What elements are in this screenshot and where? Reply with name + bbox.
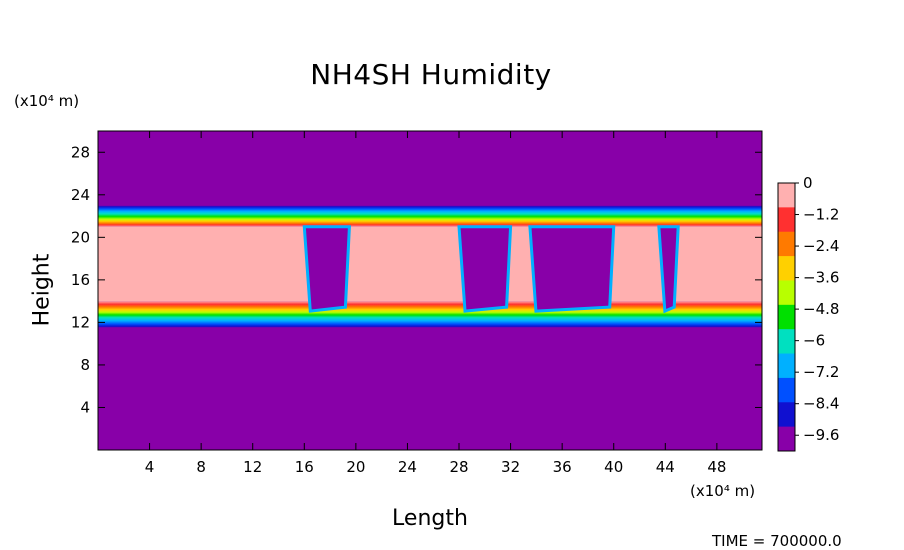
colorbar-segment-8: [778, 377, 795, 403]
colorbar-segment-2: [778, 231, 795, 257]
colorbar-segment-1: [778, 207, 795, 233]
x-tick-label-10: 44: [656, 458, 675, 476]
dry-cell-3: [528, 225, 616, 313]
y-tick-label-0: 4: [80, 398, 90, 416]
chart-title: NH4SH Humidity: [310, 58, 552, 91]
colorbar-segment-6: [778, 329, 795, 355]
x-tick-label-11: 48: [707, 458, 726, 476]
x-tick-label-2: 12: [243, 458, 262, 476]
colorbar-label-5: −6: [803, 332, 825, 350]
y-axis-unit: (x10⁴ m): [14, 92, 80, 110]
x-tick-label-7: 32: [501, 458, 520, 476]
colorbar-segment-5: [778, 304, 795, 330]
colorbar-segment-0: [778, 183, 795, 208]
y-tick-label-4: 20: [71, 228, 90, 246]
colorbar-label-3: −3.6: [803, 269, 839, 287]
x-tick-label-5: 24: [398, 458, 417, 476]
colorbar-label-6: −7.2: [803, 363, 839, 381]
x-tick-label-8: 36: [553, 458, 572, 476]
x-tick-label-6: 28: [449, 458, 468, 476]
x-tick-label-3: 16: [295, 458, 314, 476]
colorbar-label-0: 0: [803, 174, 813, 192]
x-tick-label-0: 4: [145, 458, 155, 476]
x-tick-label-1: 8: [196, 458, 206, 476]
heatmap-field: [98, 131, 762, 450]
upper-gradient-layer: [98, 205, 762, 227]
dry-cell-1: [302, 225, 351, 313]
y-tick-label-1: 8: [80, 356, 90, 374]
dry-cell-2: [457, 225, 513, 313]
x-axis-label: Length: [392, 506, 468, 531]
colorbar-segment-4: [778, 280, 795, 306]
plot-frame: [97, 130, 763, 451]
colorbar-label-7: −8.4: [803, 395, 839, 413]
dry-cell-4: [657, 225, 680, 314]
y-tick-label-6: 28: [71, 143, 90, 161]
x-axis-unit: (x10⁴ m): [690, 482, 756, 500]
colorbar-segment-10: [778, 426, 795, 452]
y-tick-label-2: 12: [71, 313, 90, 331]
colorbar-label-1: −1.2: [803, 206, 839, 224]
colorbar-segment-9: [778, 402, 795, 428]
colorbar-segment-7: [778, 353, 795, 379]
colorbar-frame: [777, 182, 796, 452]
colorbar-segment-3: [778, 256, 795, 281]
x-tick-label-4: 20: [346, 458, 365, 476]
y-tick-label-5: 24: [71, 186, 90, 204]
y-tick-label-3: 16: [71, 271, 90, 289]
colorbar-label-4: −4.8: [803, 300, 839, 318]
x-tick-label-9: 40: [604, 458, 623, 476]
colorbar-label-2: −2.4: [803, 237, 839, 255]
lower-gradient-layer: [98, 301, 762, 328]
colorbar-label-8: −9.6: [803, 426, 839, 444]
saturated-layer: [98, 226, 762, 302]
